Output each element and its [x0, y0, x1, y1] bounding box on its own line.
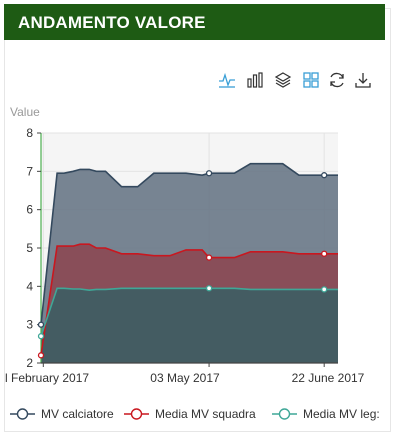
data-point	[205, 254, 213, 261]
data-point	[37, 321, 45, 328]
data-point	[205, 170, 213, 177]
legend-label: MV calciatore	[41, 407, 114, 421]
download-icon[interactable]	[354, 71, 372, 89]
line-layer	[40, 162, 338, 356]
x-tick-label: 22 June 2017	[292, 371, 365, 385]
y-tick-label: 3	[26, 318, 33, 332]
y-tick-label: 8	[26, 126, 33, 140]
stack-icon[interactable]	[274, 71, 292, 89]
legend-marker	[16, 408, 29, 420]
data-point	[321, 172, 328, 179]
legend-marker	[278, 408, 291, 420]
data-point	[321, 286, 328, 293]
area-layer	[41, 163, 338, 363]
header-bar: ANDAMENTO VALORE	[4, 4, 385, 40]
y-tick-labels: 2 3 4 5 6 7 8	[26, 126, 33, 370]
restore-icon[interactable]	[328, 71, 346, 89]
tiled-icon[interactable]	[302, 71, 320, 89]
y-tick-label: 4	[26, 279, 33, 293]
data-point	[37, 352, 45, 359]
series-area-league	[41, 288, 338, 363]
y-tick-label: 6	[26, 203, 33, 217]
bar-chart-icon[interactable]	[246, 71, 264, 89]
data-point	[37, 333, 45, 340]
y-tick-label: 2	[26, 356, 33, 370]
page-title: ANDAMENTO VALORE	[18, 13, 206, 32]
x-tick-label: 03 May 2017	[150, 371, 220, 385]
point-layer	[37, 170, 328, 359]
legend: MV calciatore Media MV squadra Media MV le…	[10, 407, 380, 421]
y-axis-label: Value	[10, 105, 40, 119]
y-tick-label: 7	[26, 164, 33, 178]
series-line-league	[40, 287, 338, 337]
legend-label: Media MV squadra	[155, 407, 256, 421]
y-tick-label: 5	[26, 241, 33, 255]
x-tick-label: l February 2017	[5, 371, 89, 385]
x-tick-labels: l February 2017 03 May 2017 22 June 2017	[5, 371, 365, 385]
series-line-player	[40, 162, 338, 325]
legend-marker	[130, 408, 143, 420]
series-line-team	[40, 243, 338, 356]
data-point	[205, 285, 213, 292]
data-point	[321, 250, 328, 257]
legend-label: Media MV leg:	[303, 407, 380, 421]
line-chart-icon[interactable]	[218, 71, 236, 89]
